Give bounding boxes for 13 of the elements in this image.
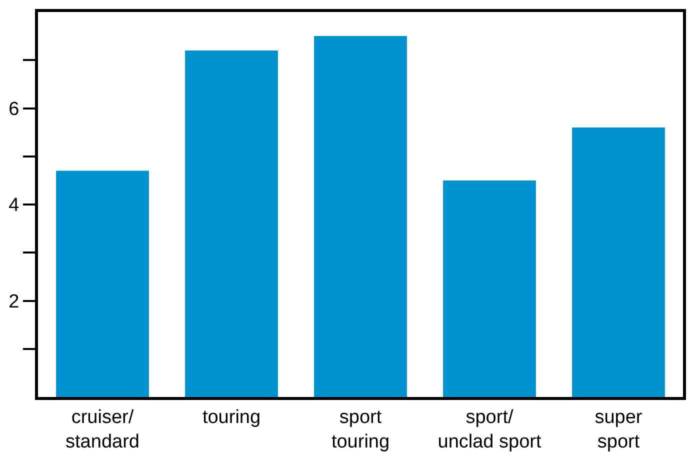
bar: [314, 36, 407, 397]
bar: [572, 128, 665, 397]
bar: [56, 170, 149, 397]
x-tick-label: sport/ unclad sport: [438, 406, 542, 452]
x-tick-label: sport touring: [331, 406, 390, 452]
bar: [443, 180, 536, 397]
x-tick-label: cruiser/ standard: [66, 406, 140, 452]
x-tick-label: touring: [202, 406, 261, 428]
x-tick-label: super sport: [594, 406, 643, 452]
y-tick-label: 2: [8, 291, 20, 312]
y-tick-label: 4: [8, 195, 20, 216]
bar: [185, 50, 278, 397]
y-tick-label: 6: [8, 98, 20, 120]
